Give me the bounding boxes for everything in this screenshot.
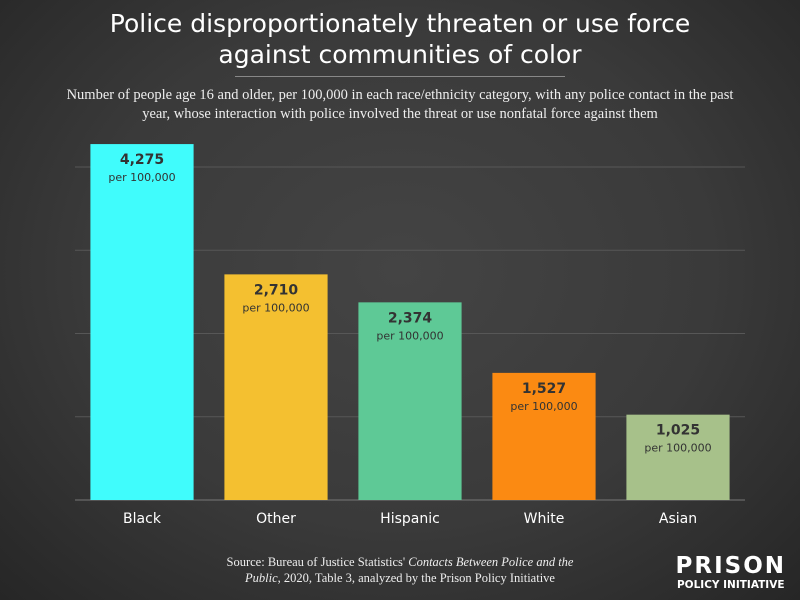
source-note: Source: Bureau of Justice Statistics' Co… (215, 554, 585, 586)
value-unit: per 100,000 (644, 442, 711, 455)
value-unit: per 100,000 (376, 329, 443, 342)
value-unit: per 100,000 (108, 171, 175, 184)
bar (224, 274, 328, 500)
bar (492, 372, 596, 500)
bar (90, 144, 194, 500)
chart: Black 4,275 per 100,000 Other 2,710 per 100,0… (75, 144, 745, 527)
logo-line: PRISON (675, 553, 786, 579)
source-title: Contacts Between Police and the Public (245, 555, 574, 585)
value-label: 1,527 (522, 381, 566, 397)
value-label: 4,275 (120, 152, 164, 168)
chart-subtitle: Number of people age 16 and older, per 1… (66, 87, 734, 122)
bar (626, 414, 730, 500)
bar (358, 302, 462, 500)
value-label: 2,374 (388, 310, 433, 326)
x-tick-label: White (524, 511, 565, 527)
x-tick-label: Black (123, 511, 162, 527)
x-tick-label: Other (256, 511, 296, 527)
x-tick-label: Hispanic (380, 511, 440, 527)
value-label: 2,710 (254, 282, 299, 298)
value-label: 1,025 (656, 423, 700, 439)
x-tick-label: Asian (659, 511, 697, 527)
source-prefix: Source: Bureau of Justice Statistics' (226, 555, 409, 569)
logo-line: POLICY INITIATIVE (676, 579, 785, 591)
value-unit: per 100,000 (510, 400, 577, 413)
chart-title: Police disproportionately threaten or us… (109, 9, 691, 69)
title-rule (235, 76, 565, 77)
logo: PRISON POLICY INITIATIVE (676, 554, 787, 592)
value-unit: per 100,000 (242, 301, 309, 314)
source-suffix: , 2020, Table 3, analyzed by the Prison … (277, 571, 555, 585)
